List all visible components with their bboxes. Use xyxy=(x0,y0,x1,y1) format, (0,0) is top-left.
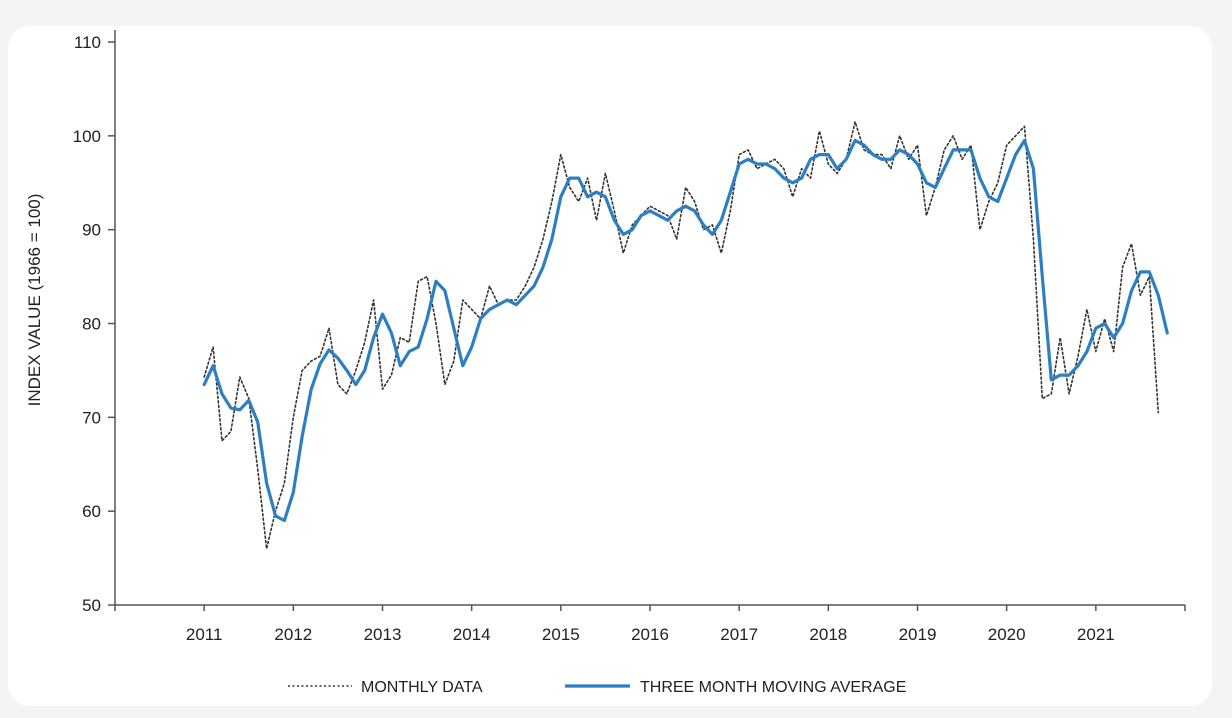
x-axis: 2011 2012 2013 2014 2015 2016 2017 2018 2019 2020… xyxy=(114,604,1186,644)
y-tick-label: 50 xyxy=(82,596,101,615)
y-tick-label: 60 xyxy=(82,502,101,521)
y-tick-label: 70 xyxy=(82,408,101,427)
monthly-data-line xyxy=(203,121,1160,550)
y-tick-label: 90 xyxy=(82,221,101,240)
series-lines xyxy=(202,121,1169,550)
y-axis: 50 60 70 80 90 100 110 xyxy=(73,30,116,615)
x-tick-label: 2020 xyxy=(988,625,1026,644)
y-tick-label: 100 xyxy=(73,127,101,146)
x-tick-label: 2012 xyxy=(274,625,312,644)
y-tick-label: 110 xyxy=(74,33,101,52)
legend-label-monthly: MONTHLY DATA xyxy=(361,679,483,696)
x-tick-label: 2021 xyxy=(1077,625,1115,644)
x-tick-label: 2013 xyxy=(364,625,402,644)
legend-label-moving-average: THREE MONTH MOVING AVERAGE xyxy=(640,679,906,696)
moving-average-line xyxy=(202,138,1169,523)
legend: MONTHLY DATA THREE MONTH MOVING AVERAGE xyxy=(288,679,906,696)
x-tick-label: 2017 xyxy=(720,625,758,644)
y-axis-title: INDEX VALUE (1966 = 100) xyxy=(25,194,44,407)
x-tick-label: 2019 xyxy=(899,625,937,644)
x-tick-label: 2014 xyxy=(453,625,491,644)
y-tick-label: 80 xyxy=(82,315,101,334)
x-tick-label: 2015 xyxy=(542,625,580,644)
x-tick-label: 2016 xyxy=(631,625,669,644)
x-tick-label: 2018 xyxy=(809,625,847,644)
x-tick-label: 2011 xyxy=(186,625,223,644)
